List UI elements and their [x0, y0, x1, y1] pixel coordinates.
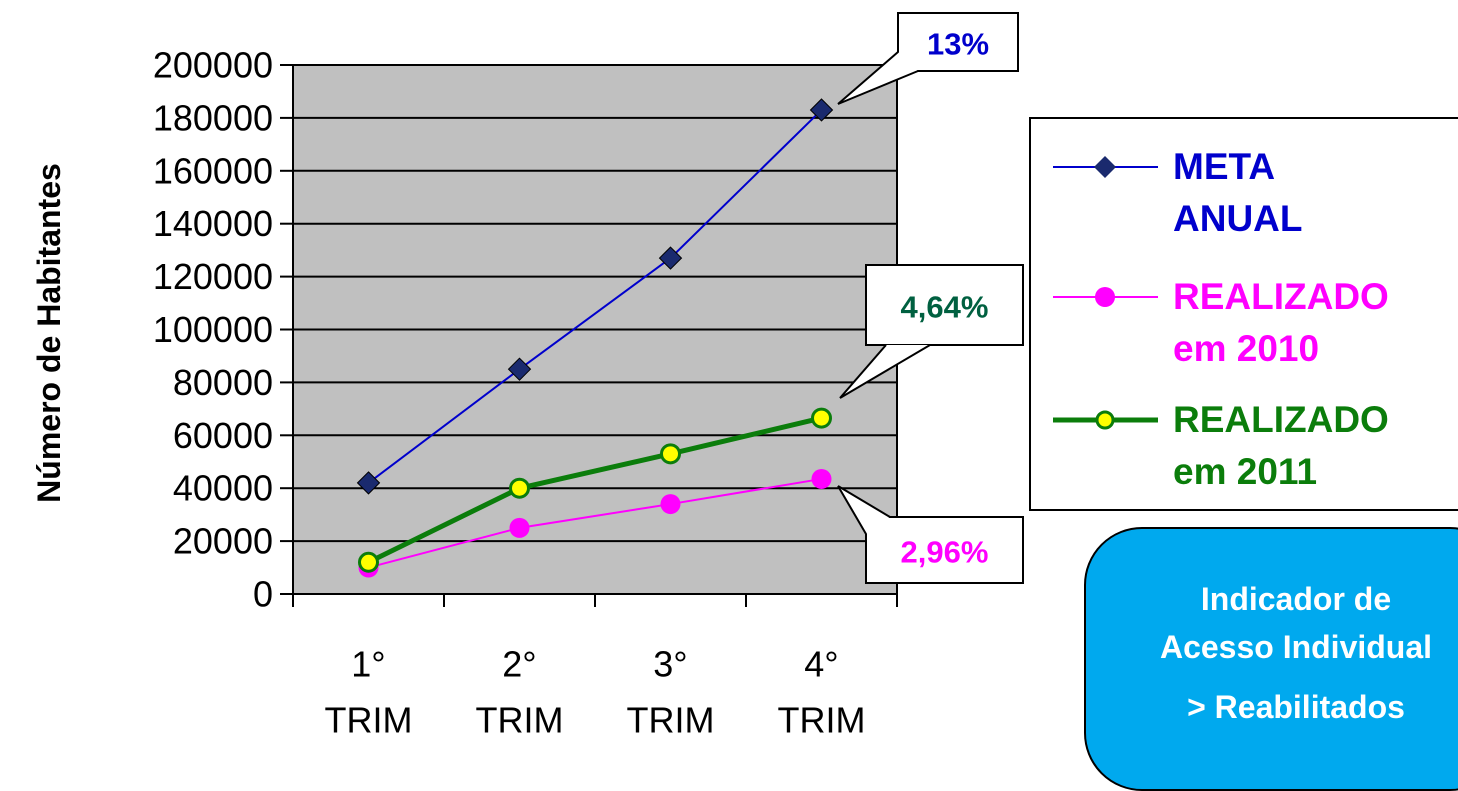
- y-tick-label: 140000: [153, 203, 273, 244]
- callout-box: [865, 516, 1024, 584]
- callout-pointer-edge: [839, 344, 887, 399]
- callout-pointer: [838, 52, 918, 104]
- legend-label-2010: REALIZADO em 2010: [1173, 276, 1389, 369]
- y-tick-label: 180000: [153, 97, 273, 138]
- legend-swatch-2010: [1053, 287, 1158, 307]
- x-tick-label: 1°: [351, 644, 385, 685]
- y-tick-label: 80000: [173, 362, 273, 403]
- y-axis-label: Número de Habitantes: [31, 163, 67, 503]
- callout-label: 4,64%: [901, 290, 989, 325]
- callout-pointer-edge: [837, 51, 899, 105]
- x-tick-label: TRIM: [476, 700, 564, 740]
- series-line-0: [367, 109, 823, 484]
- series-group: [356, 98, 834, 578]
- marker-meta: [658, 246, 683, 270]
- legend-swatch-2011: [1053, 410, 1158, 430]
- x-tick-label: 3°: [653, 644, 687, 685]
- chart: 0 20000 40000 60000 80000 100000 120000 140000 1…: [31, 12, 1024, 740]
- callout-label: 13%: [927, 27, 989, 62]
- callout-label: 2,96%: [901, 535, 989, 570]
- y-tick-label: 200000: [153, 45, 273, 86]
- marker-2011: [811, 407, 832, 429]
- x-tick-label: TRIM: [627, 700, 715, 740]
- x-tick-labels: 1° TRIM 2° TRIM 3° TRIM 4° TRIM: [325, 644, 866, 740]
- callout-pointer-edge: [839, 344, 931, 399]
- indicator-line-2: Acesso Individual: [1159, 629, 1433, 665]
- legend: META ANUAL REALIZADO em 2010 REALIZADO e…: [1029, 117, 1458, 511]
- marker-meta: [809, 98, 834, 122]
- x-tick-label: TRIM: [778, 700, 866, 740]
- marker-2011: [509, 477, 530, 499]
- callout-pointer-edge: [837, 485, 867, 535]
- indicator-box: Indicador de Acesso Individual > Reabili…: [1084, 527, 1458, 791]
- indicator-line-3: > Reabilitados: [1187, 689, 1405, 725]
- callout-pointer: [838, 486, 890, 534]
- legend-swatch-meta: [1053, 156, 1158, 178]
- marker-2010: [509, 517, 530, 538]
- series-line-2: [367, 415, 823, 565]
- marker-2010: [811, 468, 832, 489]
- marker-2010: [660, 494, 681, 515]
- y-tick-label: 40000: [173, 468, 273, 509]
- gridlines: [280, 64, 897, 595]
- series-line-1: [368, 477, 822, 569]
- callout-box: [865, 264, 1024, 346]
- y-tick-label: 60000: [173, 415, 273, 456]
- legend-label-2011: REALIZADO em 2011: [1173, 399, 1389, 492]
- x-tick-label: TRIM: [325, 700, 413, 740]
- axes: [280, 65, 898, 607]
- x-tick-label: 2°: [502, 644, 536, 685]
- marker-2011: [660, 443, 681, 465]
- callout-pointer-edge: [837, 70, 919, 105]
- callouts: 13% 4,64% 2,96%: [837, 12, 1024, 584]
- callout-box: [897, 12, 1019, 72]
- callout-pointer-edge: [837, 485, 891, 518]
- y-tick-labels: 0 20000 40000 60000 80000 100000 120000 140000 1…: [153, 45, 273, 615]
- marker-meta: [507, 357, 532, 381]
- y-tick-label: 120000: [153, 256, 273, 297]
- indicator-line-1: Indicador de: [1200, 581, 1392, 617]
- x-tick-label: 4°: [804, 644, 838, 685]
- y-tick-label: 160000: [153, 150, 273, 191]
- marker-meta: [356, 471, 381, 495]
- marker-2011: [358, 551, 379, 573]
- legend-label-meta: META ANUAL: [1173, 146, 1303, 239]
- y-tick-label: 100000: [153, 309, 273, 350]
- y-tick-label: 20000: [173, 521, 273, 562]
- y-tick-label: 0: [253, 574, 273, 615]
